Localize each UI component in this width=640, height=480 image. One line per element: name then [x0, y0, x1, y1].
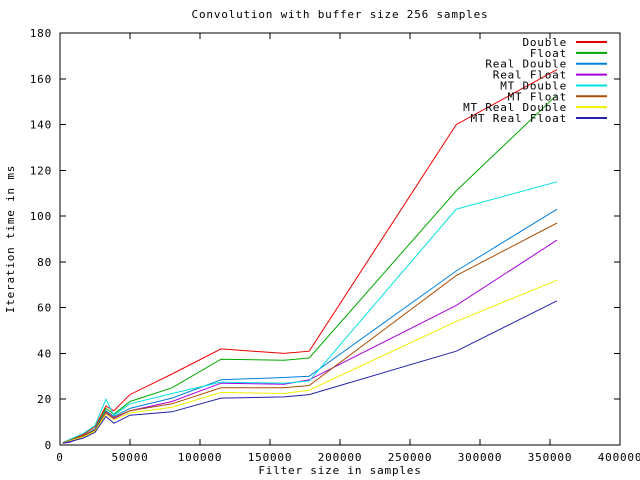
series-line-mt-real-double: [62, 279, 558, 444]
series-line-real-float: [62, 239, 558, 444]
legend-label: Double: [522, 36, 567, 49]
series-line-double: [62, 69, 558, 444]
x-tick-label: 50000: [111, 451, 148, 464]
legend-label: MT Real Double: [463, 101, 567, 114]
y-tick-label: 100: [30, 210, 52, 223]
x-tick-label: 0: [56, 451, 63, 464]
y-tick-label: 160: [30, 73, 52, 86]
x-tick-label: 250000: [388, 451, 433, 464]
legend-label: Float: [530, 47, 567, 60]
y-tick-label: 60: [37, 302, 52, 315]
x-axis-ticks: 0 50000 100000 150000 200000 250000 300000 3500…: [56, 33, 640, 464]
legend-label: MT Double: [500, 79, 567, 92]
y-tick-label: 80: [37, 256, 52, 269]
y-tick-label: 120: [30, 164, 52, 177]
y-tick-label: 20: [37, 393, 52, 406]
x-tick-label: 400000: [598, 451, 640, 464]
y-axis-ticks: 0 20 40 60 80 100 120 140 160 180: [30, 27, 620, 452]
series-line-mt-real-float: [62, 300, 558, 444]
x-tick-label: 100000: [178, 451, 223, 464]
series-line-real-double: [62, 208, 558, 444]
chart-title: Convolution with buffer size 256 samples: [192, 8, 489, 21]
legend-label: MT Real Float: [471, 112, 568, 125]
y-tick-label: 40: [37, 347, 52, 360]
y-axis-label: Iteration time in ms: [4, 165, 17, 313]
y-tick-label: 140: [30, 119, 52, 132]
y-tick-label: 0: [45, 439, 52, 452]
series-line-mt-float: [62, 222, 558, 444]
series-line-mt-double: [62, 181, 558, 444]
series-lines: [62, 69, 558, 444]
x-tick-label: 350000: [528, 451, 573, 464]
y-tick-label: 180: [30, 27, 52, 40]
legend-label: MT Float: [508, 90, 567, 103]
legend-label: Real Float: [493, 69, 567, 82]
x-tick-label: 150000: [248, 451, 293, 464]
x-tick-label: 200000: [318, 451, 363, 464]
x-tick-label: 300000: [458, 451, 503, 464]
series-line-float: [62, 94, 558, 444]
x-axis-label: Filter size in samples: [258, 464, 421, 477]
legend-label: Real Double: [485, 58, 567, 71]
